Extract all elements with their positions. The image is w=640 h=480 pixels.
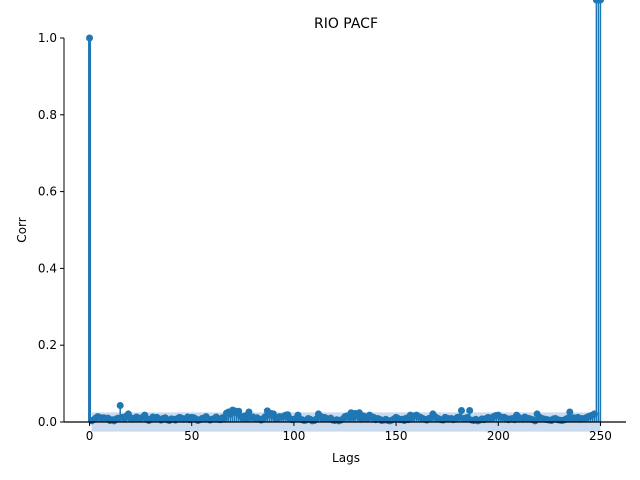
chart-title: RIO PACF: [314, 16, 378, 32]
x-tick-label: 0: [86, 429, 94, 443]
plot-area: [64, 38, 626, 422]
y-tick-label: 1.0: [38, 31, 57, 45]
stem-marker: [457, 406, 465, 414]
y-tick-label: 0.0: [38, 415, 57, 429]
x-tick-label: 250: [589, 429, 612, 443]
x-tick-label: 200: [487, 429, 510, 443]
x-tick-label: 150: [385, 429, 408, 443]
y-ticks: 0.0 0.2 0.4 0.6 0.8 1.0: [38, 31, 64, 429]
stem-marker: [466, 406, 474, 414]
stem-marker: [245, 408, 253, 416]
y-tick-label: 0.8: [38, 108, 57, 122]
stem-marker: [566, 408, 574, 416]
stem-marker: [116, 401, 124, 409]
y-tick-label: 0.6: [38, 185, 57, 199]
y-tick-label: 0.4: [38, 261, 57, 275]
stem-marker: [86, 34, 94, 42]
x-tick-label: 50: [184, 429, 199, 443]
x-ticks: 0 50 100 150 200 250: [86, 422, 612, 443]
y-tick-label: 0.2: [38, 338, 57, 352]
x-tick-label: 100: [282, 429, 305, 443]
x-axis-label: Lags: [332, 451, 360, 465]
y-axis-label: Corr: [15, 217, 29, 242]
axes-frame: [63, 38, 626, 423]
stem-marker: [596, 0, 604, 4]
